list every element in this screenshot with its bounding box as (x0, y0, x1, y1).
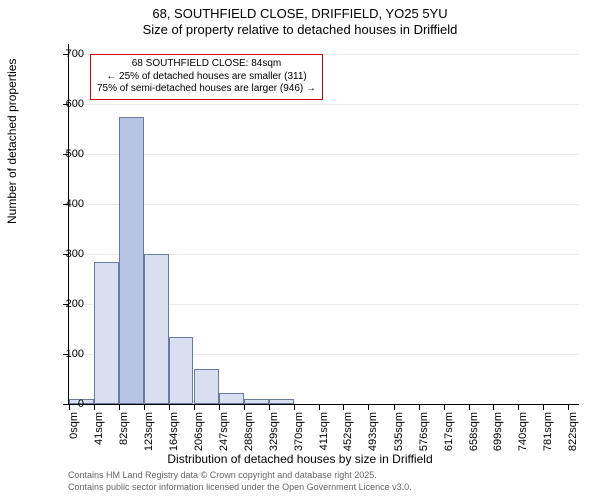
x-tick (319, 404, 320, 410)
x-tick-label: 658sqm (468, 412, 480, 452)
x-tick (518, 404, 519, 410)
x-tick (469, 404, 470, 410)
x-tick-label: 699sqm (492, 412, 504, 452)
gridline (69, 104, 579, 105)
x-tick-label: 781sqm (542, 412, 554, 452)
gridline (69, 154, 579, 155)
x-tick (119, 404, 120, 410)
x-tick (543, 404, 544, 410)
x-tick-label: 164sqm (168, 412, 180, 452)
annotation-callout: 68 SOUTHFIELD CLOSE: 84sqm ← 25% of deta… (90, 54, 323, 100)
x-tick-label: 41sqm (93, 412, 105, 452)
y-axis-title: Number of detached properties (5, 59, 19, 224)
y-tick-label: 200 (44, 298, 84, 310)
footer-line-2: Contains public sector information licen… (68, 482, 412, 492)
y-tick-label: 500 (44, 148, 84, 160)
x-tick-label: 452sqm (342, 412, 354, 452)
y-tick-label: 400 (44, 198, 84, 210)
histogram-bar (169, 337, 194, 405)
y-tick-label: 300 (44, 248, 84, 260)
chart-title-main: 68, SOUTHFIELD CLOSE, DRIFFIELD, YO25 5Y… (0, 6, 600, 21)
histogram-bar (144, 254, 169, 404)
x-tick-label: 0sqm (68, 412, 80, 452)
annotation-line-2: ← 25% of detached houses are smaller (31… (97, 71, 316, 84)
x-tick (169, 404, 170, 410)
x-tick (493, 404, 494, 410)
annotation-line-3: 75% of semi-detached houses are larger (… (97, 83, 316, 96)
x-tick-label: 411sqm (318, 412, 330, 452)
chart-title-sub: Size of property relative to detached ho… (0, 22, 600, 37)
gridline (69, 204, 579, 205)
histogram-bar (194, 369, 219, 404)
x-tick-label: 576sqm (418, 412, 430, 452)
y-tick-label: 0 (44, 398, 84, 410)
histogram-bar (219, 393, 244, 404)
x-tick (568, 404, 569, 410)
x-tick (144, 404, 145, 410)
x-tick (394, 404, 395, 410)
y-tick-label: 700 (44, 48, 84, 60)
x-tick-label: 370sqm (293, 412, 305, 452)
x-tick (244, 404, 245, 410)
x-tick-label: 123sqm (143, 412, 155, 452)
x-tick (194, 404, 195, 410)
histogram-bar (269, 399, 294, 404)
x-tick-label: 535sqm (393, 412, 405, 452)
x-tick (419, 404, 420, 410)
x-axis-title: Distribution of detached houses by size … (0, 452, 600, 466)
x-tick (444, 404, 445, 410)
x-tick-label: 206sqm (193, 412, 205, 452)
x-tick (94, 404, 95, 410)
x-tick (343, 404, 344, 410)
x-tick (219, 404, 220, 410)
x-tick-label: 247sqm (218, 412, 230, 452)
x-tick-label: 740sqm (517, 412, 529, 452)
histogram-bar (119, 117, 144, 405)
x-tick (294, 404, 295, 410)
x-tick-label: 288sqm (243, 412, 255, 452)
annotation-line-1: 68 SOUTHFIELD CLOSE: 84sqm (97, 58, 316, 71)
x-tick (269, 404, 270, 410)
x-tick-label: 617sqm (443, 412, 455, 452)
footer-line-1: Contains HM Land Registry data © Crown c… (68, 470, 377, 480)
x-tick-label: 822sqm (567, 412, 579, 452)
x-tick-label: 329sqm (268, 412, 280, 452)
x-tick (368, 404, 369, 410)
histogram-bar (244, 399, 269, 404)
histogram-bar (94, 262, 119, 405)
y-tick-label: 600 (44, 98, 84, 110)
y-tick-label: 100 (44, 348, 84, 360)
x-tick-label: 82sqm (118, 412, 130, 452)
x-tick-label: 493sqm (367, 412, 379, 452)
